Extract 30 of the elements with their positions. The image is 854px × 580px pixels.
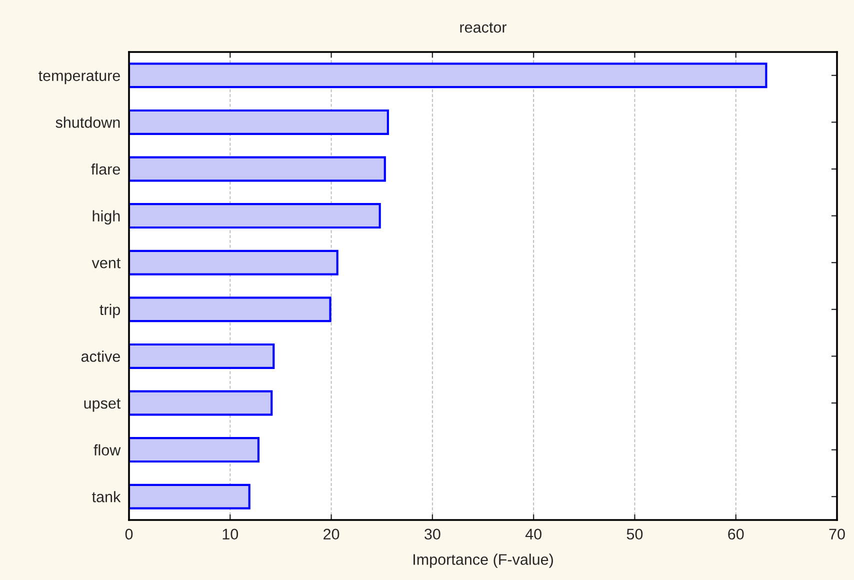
x-tick-label: 50 xyxy=(626,528,643,540)
bar xyxy=(129,296,332,322)
y-tick-label: upset xyxy=(84,398,121,412)
chart-title: reactor xyxy=(460,22,507,33)
x-tick-label: 10 xyxy=(222,528,238,540)
y-tick-label: temperature xyxy=(38,71,120,84)
x-tick-label: 20 xyxy=(324,528,340,540)
bar xyxy=(129,437,260,463)
bar xyxy=(129,109,389,135)
bar xyxy=(129,203,381,229)
x-tick-label: 70 xyxy=(829,528,845,540)
x-tick-label: 0 xyxy=(125,528,133,540)
y-tick-label: shutdown xyxy=(56,116,120,128)
y-tick-label: trip xyxy=(100,304,120,318)
y-tick-label: flare xyxy=(91,163,120,175)
bar xyxy=(129,390,273,416)
x-tick-label: 30 xyxy=(424,528,440,540)
bar xyxy=(129,62,768,88)
bar xyxy=(129,484,250,510)
bar xyxy=(129,343,275,369)
x-axis-title: Importance (F-value) xyxy=(414,554,553,568)
x-tick-label: 40 xyxy=(525,528,542,540)
y-tick-label: tank xyxy=(92,491,121,502)
bar xyxy=(129,250,338,276)
y-tick-label: flow xyxy=(94,444,121,456)
y-tick-label: high xyxy=(92,210,120,225)
x-tick-label: 60 xyxy=(728,528,744,540)
y-tick-label: active xyxy=(81,350,120,362)
bar xyxy=(129,156,386,182)
y-tick-label: vent xyxy=(92,258,121,268)
